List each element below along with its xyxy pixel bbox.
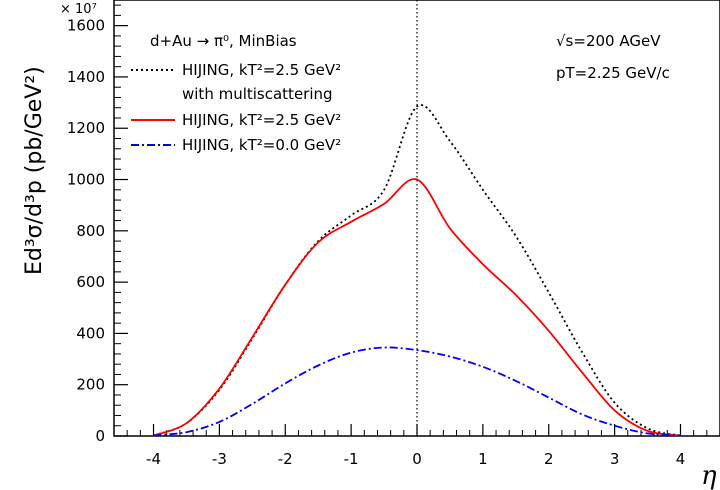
series-line-1 xyxy=(153,104,681,437)
axis-ticks: -4 -3 -2 -1 0 1 2 3 4 0 200 400 600 800 1000 1200 1400 16… xyxy=(67,4,720,468)
y-tick-label: 200 xyxy=(76,376,105,394)
x-tick-label: 0 xyxy=(412,450,422,468)
x-tick-label: -4 xyxy=(146,450,161,468)
legend-label-1: HIJING, kT²=2.5 GeV² xyxy=(182,61,341,79)
y-tick-label: 1400 xyxy=(67,68,105,86)
legend-label-1b: with multiscattering xyxy=(182,85,333,103)
series-line-2 xyxy=(153,178,681,437)
x-tick-label: -3 xyxy=(212,450,227,468)
y-tick-label: 1000 xyxy=(67,171,105,189)
y-tick-label: 0 xyxy=(95,427,105,445)
pt-annotation: pT=2.25 GeV/c xyxy=(556,64,670,82)
x-axis-label: η xyxy=(701,461,717,490)
series-line-3 xyxy=(153,346,681,437)
x-tick-label: -1 xyxy=(344,450,359,468)
y-multiplier: × 10⁷ xyxy=(60,2,97,17)
x-tick-label: 3 xyxy=(610,450,620,468)
y-tick-label: 400 xyxy=(76,324,105,342)
x-tick-label: 1 xyxy=(478,450,488,468)
y-tick-label: 1200 xyxy=(67,119,105,137)
chart-series xyxy=(153,104,681,437)
energy-annotation: √s=200 AGeV xyxy=(556,32,661,50)
legend: HIJING, kT²=2.5 GeV² with multiscatterin… xyxy=(131,61,341,154)
y-tick-label: 800 xyxy=(76,222,105,240)
x-tick-label: 2 xyxy=(544,450,554,468)
y-tick-label: 600 xyxy=(76,273,105,291)
legend-label-2: HIJING, kT²=2.5 GeV² xyxy=(182,111,341,129)
y-tick-label: 1600 xyxy=(67,17,105,35)
legend-label-3: HIJING, kT²=0.0 GeV² xyxy=(182,136,341,154)
x-tick-label: 4 xyxy=(676,450,686,468)
x-tick-label: -2 xyxy=(278,450,293,468)
y-axis-label: Ed³σ/d³p (pb/GeV²) xyxy=(22,66,47,275)
chart-title: d+Au → π⁰, MinBias xyxy=(150,32,297,50)
